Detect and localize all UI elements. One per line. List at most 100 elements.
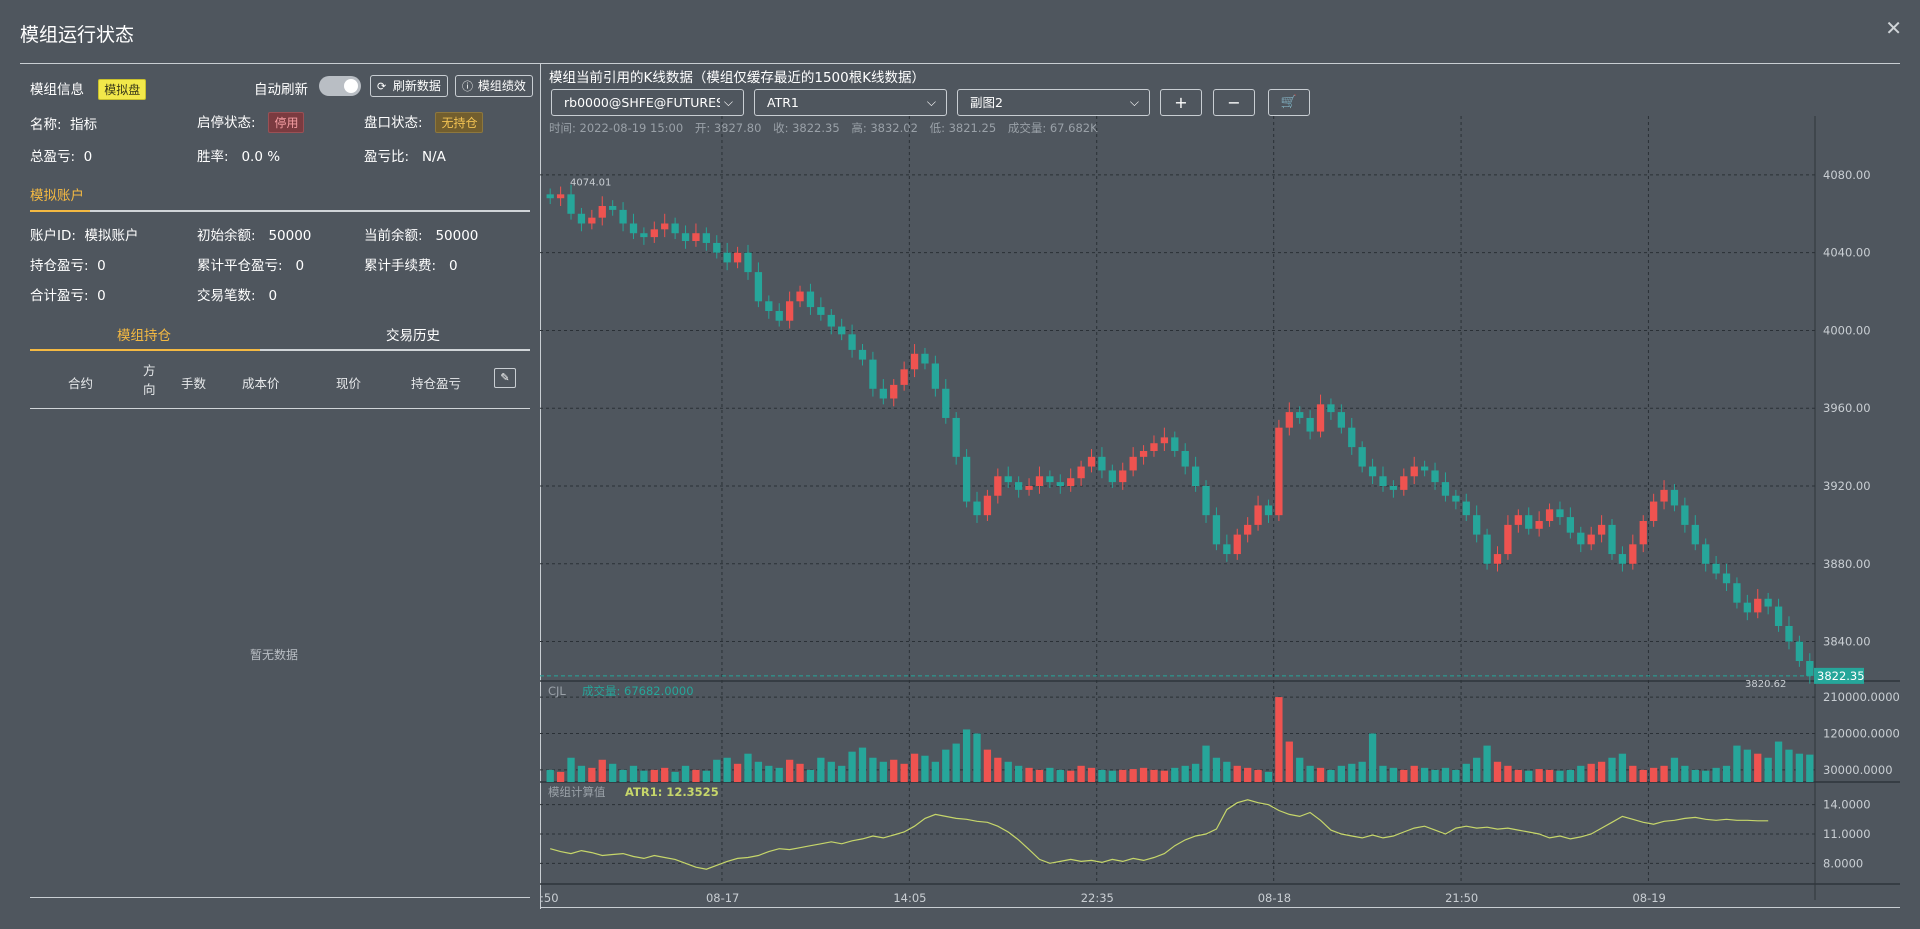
account-id-value: 模拟账户 [84,228,139,244]
candle-body [765,301,773,311]
volume-bar [1056,769,1064,782]
refresh-data-label: 刷新数据 [392,79,441,93]
candle-body [1244,524,1252,535]
col-direction: 方向 [143,363,156,397]
volume-bar [848,751,856,782]
candle-body [921,353,929,364]
closed-pnl-field: 累计平仓盈亏: 0 [197,254,304,274]
indicator-select[interactable]: ATR1 ⌵ [754,89,947,116]
volume-bar [1545,769,1554,782]
volume-bar [838,765,846,782]
volume-bar [723,757,731,782]
pos-pnl-field: 持仓盈亏: 0 [30,254,106,274]
candle-body [661,223,669,230]
cart-icon[interactable]: 🛒 [1268,89,1310,116]
candle-body [1431,470,1439,483]
refresh-data-button[interactable]: ⟳ 刷新数据 [370,75,448,97]
tab-history[interactable]: 交易历史 [386,328,440,344]
volume-bar [713,759,721,782]
atr-tick-label: 11.0000 [1823,827,1871,841]
auto-refresh-toggle[interactable] [319,76,361,96]
start-stop-field: 启停状态: 停用 [197,111,305,133]
volume-bar [1722,765,1731,782]
volume-bar [1098,769,1106,782]
volume-tick-label: 30000.0000 [1823,763,1893,777]
candle-body [1254,505,1262,525]
volume-bar [754,761,763,782]
sim-badge: 模拟盘 [98,79,147,100]
closed-pnl-value: 0 [295,258,305,274]
candle-body [994,476,1002,496]
candle-body [1420,466,1429,471]
close-icon[interactable]: ✕ [1885,16,1902,40]
start-stop-label: 启停状态: [197,115,256,131]
trades-field: 交易笔数: 0 [197,284,277,304]
time-tick-label: 22:35 [1081,891,1114,905]
volume-bar [577,765,586,782]
candle-body [1556,509,1564,518]
volume-bar [952,743,960,782]
candle-body [1025,486,1033,490]
candle-body [1566,517,1575,533]
candle-body [1462,501,1470,516]
sim-account-title[interactable]: 模拟账户 [30,188,84,204]
candle-body [1035,476,1044,486]
total-pnl-value: 0 [83,149,93,165]
volume-bar [1743,749,1751,782]
candle-body [546,194,554,199]
symbol-select-value: rb0000@SHFE@FUTURES [564,95,724,110]
candle-body [1160,437,1169,444]
chevron-down-icon: ⌵ [1129,95,1139,109]
candle-body [1400,476,1408,490]
module-performance-button[interactable]: ⓘ 模组绩效 [455,75,533,97]
candle-body [1806,661,1814,676]
volume-bar [1702,770,1710,782]
candle-body [650,229,658,238]
candle-body [1191,466,1200,486]
candle-body [1212,515,1221,545]
volume-bar [1525,770,1533,782]
total-pnl-label: 总盈亏: [30,149,76,165]
volume-bar [1504,765,1512,782]
volume-bar [910,753,919,782]
subchart-select[interactable]: 副图2 ⌵ [957,89,1150,116]
volume-bar [1493,761,1502,782]
symbol-select[interactable]: rb0000@SHFE@FUTURES ⌵ [551,89,744,116]
volume-bar [744,753,752,782]
candle-body [1368,466,1377,477]
tab-positions[interactable]: 模组持仓 [117,328,171,344]
volume-bar [765,765,773,782]
candle-body [869,359,877,389]
volume-bar [827,761,835,782]
auto-refresh-label: 自动刷新 [254,82,308,98]
table-header-rule [30,408,530,409]
candle-body [1348,427,1356,448]
volume-bar [869,757,877,782]
time-tick-label: 08-17 [706,891,739,905]
edit-icon: ✎ [500,371,510,384]
candle-body [1525,515,1533,529]
win-rate-field: 胜率: 0.0 % [197,145,280,165]
volume-bar [942,749,950,782]
volume-bar [1774,741,1783,782]
sum-pnl-field: 合计盈亏: 0 [30,284,106,304]
zoom-out-button[interactable]: − [1213,89,1255,116]
volume-bar [1244,767,1252,782]
candle-body [962,456,971,502]
position-status-field: 盘口状态: 无持仓 [364,111,484,133]
title-divider [20,63,1900,64]
pnl-ratio-field: 盈亏比: N/A [364,145,446,165]
candle-body [1670,489,1679,506]
kline-chart[interactable]: 4080.00 4040.00 4000.00 3960.00 3920.00 3880.… [540,116,1900,908]
zoom-in-button[interactable]: + [1160,89,1202,116]
volume-bar [1223,761,1231,782]
tabs-rule-active [30,349,260,351]
candle-body [1139,451,1148,457]
edit-columns-button[interactable]: ✎ [494,368,516,388]
candle-body [1389,486,1398,490]
candle-body [1733,583,1741,603]
position-status-badge: 无持仓 [435,112,484,133]
start-stop-badge: 停用 [268,112,305,133]
candle-body [1015,482,1023,490]
volume-bar [702,770,710,782]
